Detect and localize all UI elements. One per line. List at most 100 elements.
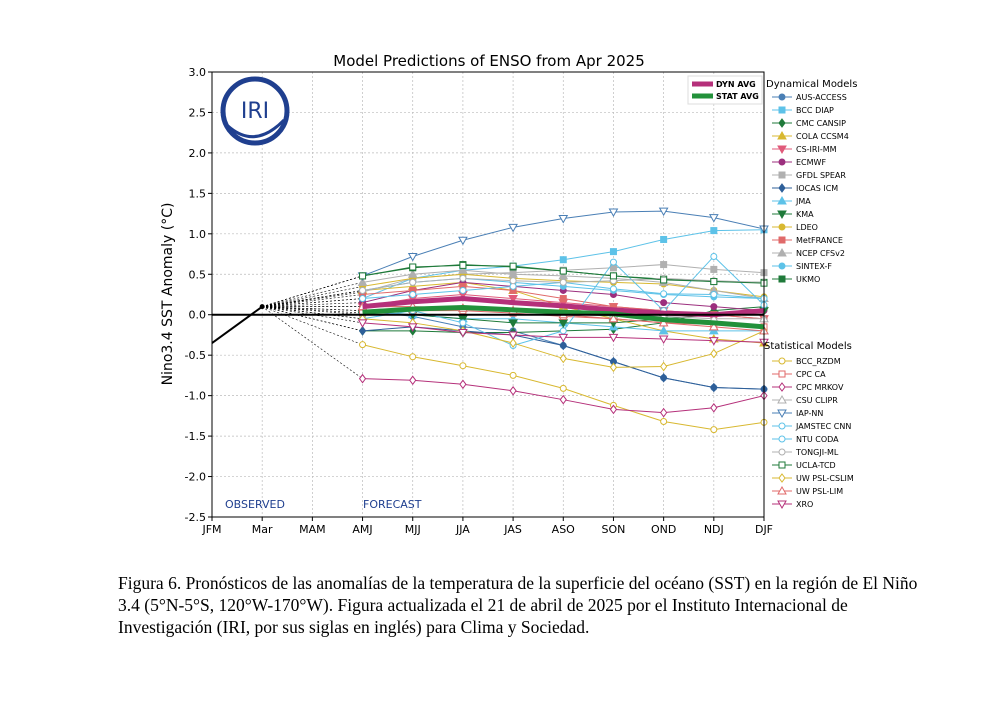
data-point [508, 295, 518, 304]
y-tick-label: -1.5 [185, 430, 206, 443]
x-tick-label: DJF [755, 523, 773, 536]
axis-ticks: JFM Mar MAM AMJ MJJ JJA JAS ASO SON OND NDJ DJF -2.5… [185, 66, 773, 536]
legend-label: XRO [796, 500, 813, 509]
legend-item-uw-psl-cslim: UW PSL-CSLIM [772, 473, 854, 483]
legend-item-bcc-rzdm: BCC_RZDM [772, 357, 841, 366]
data-point [458, 329, 468, 338]
legend-item-ukmo: UKMO [772, 275, 820, 284]
data-point [609, 285, 617, 293]
data-point [660, 407, 668, 418]
legend-item-jamstec-cnn: JAMSTEC CNN [772, 422, 851, 431]
y-tick-label: 0.5 [189, 268, 207, 281]
data-point [658, 207, 669, 217]
legend-marker [778, 158, 786, 166]
legend-marker [778, 171, 786, 179]
data-point [708, 325, 719, 335]
legend-item-aus-access: AUS-ACCESS [772, 93, 847, 102]
spread-line [262, 290, 363, 307]
data-point [407, 269, 418, 278]
legend-item-ecmwf: ECMWF [772, 158, 826, 167]
observed-point [259, 304, 265, 310]
spread-line [262, 275, 363, 307]
spread-line [262, 286, 363, 307]
series-xro [357, 319, 769, 348]
legend-item-uw-psl-lim: UW PSL-LIM [772, 485, 843, 496]
data-point [559, 327, 567, 335]
data-point [608, 333, 619, 343]
data-point [459, 319, 467, 327]
spread-line [262, 306, 363, 345]
data-point [608, 313, 619, 323]
legend-label: LDEO [796, 223, 818, 232]
legend-marker [777, 394, 787, 404]
legend-label: KMA [796, 210, 814, 219]
legend-marker [777, 409, 787, 419]
data-point [459, 379, 467, 390]
data-point [359, 341, 367, 349]
x-tick-label: SON [602, 523, 626, 536]
legend-item-ucla-tcd: UCLA-TCD [772, 461, 836, 470]
y-tick-label: -2.5 [185, 511, 206, 524]
legend-marker [778, 448, 786, 456]
legend-marker [778, 236, 786, 244]
y-tick-label: 1.5 [189, 187, 207, 200]
data-point [710, 265, 718, 273]
spread-line [262, 306, 363, 311]
legend-marker [777, 145, 787, 155]
legend-marker [777, 195, 787, 205]
data-point [708, 337, 719, 346]
spread-line [262, 306, 363, 332]
y-tick-label: -2.0 [185, 471, 206, 484]
data-point [459, 362, 467, 370]
legend-item-cs-iri-mm: CS-IRI-MM [772, 145, 837, 155]
legend-marker [777, 210, 787, 220]
data-point [710, 348, 718, 359]
legend-marker [778, 435, 786, 443]
data-point [609, 404, 618, 415]
data-point [660, 261, 668, 269]
legend-item-ncep-cfsv2: NCEP CFSv2 [772, 247, 845, 258]
x-tick-label: OND [651, 523, 676, 536]
data-point [609, 258, 617, 266]
data-point [407, 323, 418, 332]
model-legend: AUS-ACCESS BCC DIAP CMC CANSIP COLA CCSM4 CS… [772, 93, 854, 510]
data-point [508, 319, 518, 328]
legend-label: MetFRANCE [796, 236, 843, 245]
legend-item-ntu-coda: NTU CODA [772, 435, 839, 444]
stat-avg-legend-label: STAT AVG [716, 92, 759, 101]
enso-chart: Model Predictions of ENSO from Apr 2025 … [160, 52, 857, 536]
spread-line [262, 306, 363, 324]
y-tick-label: 2.0 [189, 147, 207, 160]
legend-label: CMC CANSIP [796, 119, 846, 128]
y-tick-label: 0.0 [189, 309, 207, 322]
data-point [357, 277, 368, 286]
legend-label: BCC_RZDM [796, 357, 841, 366]
data-point [559, 394, 567, 405]
data-point [608, 208, 619, 217]
legend-marker [777, 500, 787, 510]
data-point [459, 286, 467, 294]
legend-item-cpc-ca: CPC CA [772, 370, 826, 379]
figure-caption: Figura 6. Pronósticos de las anomalías d… [118, 573, 918, 637]
data-point [359, 295, 367, 303]
plot-frame [211, 71, 765, 518]
legend-marker [778, 93, 786, 101]
data-point [708, 214, 719, 223]
average-legend: DYN AVG STAT AVG [687, 75, 763, 105]
data-point [609, 362, 618, 373]
data-point [459, 274, 467, 282]
legend-item-cola-ccsm4: COLA CCSM4 [772, 130, 849, 141]
legend-label: NCEP CFSv2 [796, 249, 845, 258]
x-tick-label: JAS [503, 523, 522, 536]
legend-label: UKMO [796, 275, 820, 284]
legend-marker [778, 422, 786, 430]
legend-item-kma: KMA [772, 210, 814, 220]
y-tick-label: -0.5 [185, 349, 206, 362]
legend-item-gfdl-spear: GFDL SPEAR [772, 171, 846, 180]
observed-label: OBSERVED [225, 498, 285, 511]
legend-label: IAP-NN [796, 409, 823, 418]
dynamical-legend-title: Dynamical Models [766, 79, 857, 90]
spread-line [262, 306, 363, 320]
forecast-label: FORECAST [363, 498, 422, 511]
legend-marker [778, 275, 786, 283]
